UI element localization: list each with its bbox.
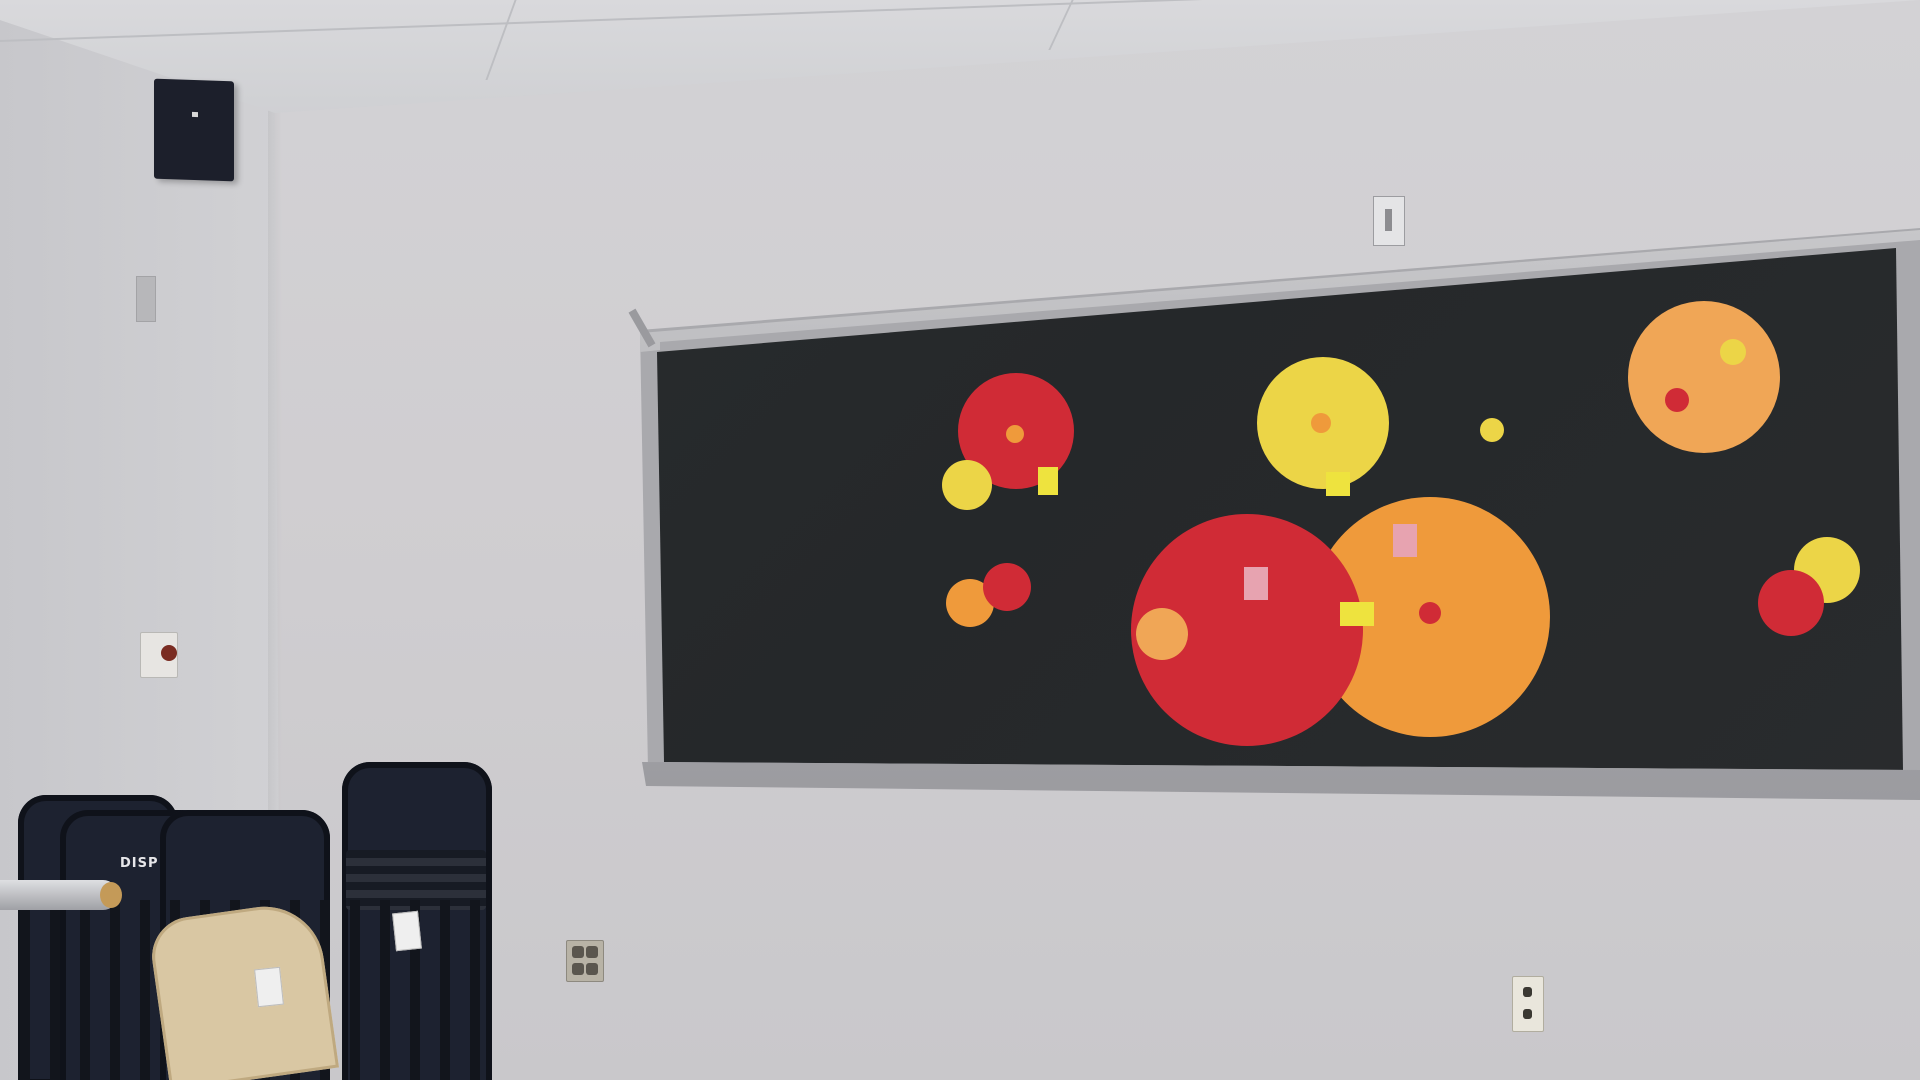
wall-plate <box>136 276 156 322</box>
chair-tag <box>392 910 422 952</box>
thermostat[interactable] <box>140 632 178 678</box>
wall-outlet <box>1512 976 1544 1032</box>
pipe-cap <box>100 882 122 908</box>
wall-outlet-double <box>566 940 604 982</box>
chair-tag <box>254 966 284 1008</box>
pipe <box>0 880 118 910</box>
light-switch[interactable] <box>1373 196 1405 246</box>
wall-speaker <box>154 78 234 182</box>
chair-label: DISP <box>120 856 159 871</box>
